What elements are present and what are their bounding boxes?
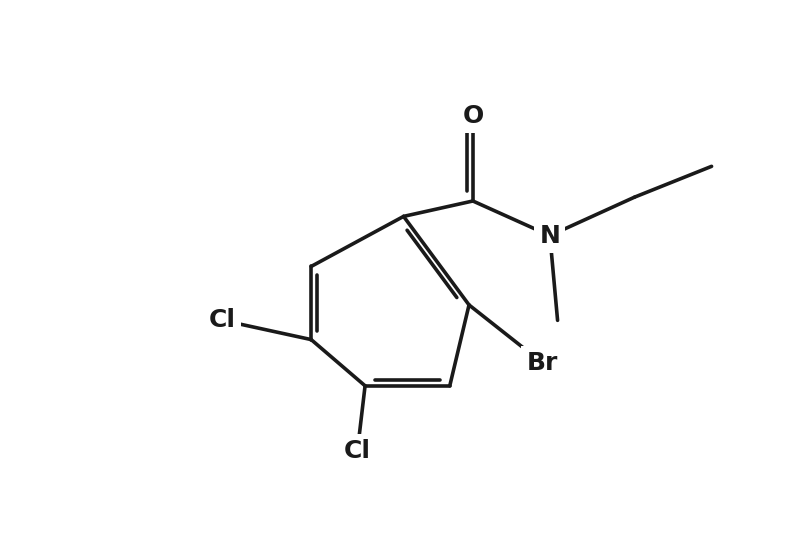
Text: Br: Br [526, 351, 558, 375]
Text: O: O [463, 104, 484, 128]
Text: N: N [539, 224, 561, 248]
Text: Cl: Cl [209, 309, 237, 332]
Text: Cl: Cl [344, 439, 371, 463]
